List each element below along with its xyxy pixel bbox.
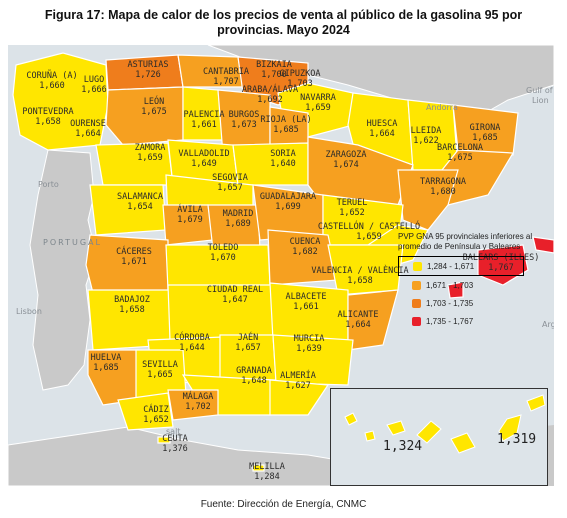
heat-map: PORTUGAL Porto Lisbon Andorra Gulf of Li… [8, 45, 554, 486]
legend-swatch [413, 261, 422, 271]
province-label[interactable]: ZARAGOZA 1,674 [325, 150, 367, 170]
region-murcia [272, 334, 354, 386]
province-label[interactable]: BALEARS (ILLES) 1,767 [462, 253, 540, 273]
province-label[interactable]: SEGOVIA 1,657 [212, 173, 248, 193]
source-note: Fuente: Dirección de Energía, CNMC [200, 499, 367, 510]
province-label[interactable]: GIRONA 1,685 [469, 123, 501, 143]
legend-title: PVP GNA 95 provinciales inferiores al pr… [398, 232, 533, 251]
province-label[interactable]: GUADALAJARA 1,699 [259, 192, 317, 212]
province-label[interactable]: CÁCERES 1,671 [116, 247, 152, 267]
region-girona [452, 104, 519, 156]
label-portugal: PORTUGAL [43, 238, 102, 247]
province-label[interactable]: HUELVA 1,685 [90, 353, 122, 373]
province-label[interactable]: RIOJA (LA) 1,685 [260, 115, 312, 135]
canarias-islands [344, 394, 546, 454]
legend-label: 1,284 - 1,671 [427, 261, 475, 271]
province-label[interactable]: CANTABRIA 1,707 [202, 67, 250, 87]
legend-item-bin1[interactable]: 1,284 - 1,671 [398, 256, 524, 276]
map-legend: PVP GNA 95 provinciales inferiores al pr… [398, 232, 548, 330]
region-malaga [167, 389, 219, 421]
region-leon [105, 86, 184, 146]
spain-provinces [12, 52, 554, 472]
province-label[interactable]: VALLADOLID 1,649 [178, 149, 230, 169]
legend-label: 1,703 - 1,735 [426, 298, 474, 308]
region-cadiz [117, 392, 174, 431]
canarias-east-value: 1,319 [497, 432, 537, 447]
province-label[interactable]: ZAMORA 1,659 [134, 143, 166, 163]
province-label[interactable]: LLEIDA 1,622 [410, 126, 442, 146]
province-label[interactable]: PONTEVEDRA 1,658 [22, 107, 74, 127]
region-almeria [269, 379, 330, 416]
province-label[interactable]: ASTURIAS 1,726 [127, 60, 169, 80]
province-label[interactable]: ARABA/ÁLAVA 1,692 [241, 85, 299, 105]
province-label[interactable]: SALAMANCA 1,654 [116, 192, 164, 212]
province-label[interactable]: TERUEL 1,652 [336, 198, 368, 218]
legend-item-bin4[interactable]: 1,735 - 1,767 [398, 312, 548, 330]
label-lion: Lion [532, 96, 549, 105]
province-label[interactable]: GRANADA 1,648 [236, 366, 272, 386]
province-label[interactable]: CASTELLÓN / CASTELLÓ 1,659 [317, 222, 421, 242]
province-label[interactable]: CÁDIZ 1,652 [143, 405, 169, 425]
region-balears-menorca [532, 236, 554, 254]
province-label[interactable]: MELILLA 1,284 [249, 462, 285, 482]
region-alicante [347, 289, 399, 351]
province-label[interactable]: CIUDAD REAL 1,647 [206, 285, 264, 305]
province-label[interactable]: LUGO 1,666 [81, 75, 107, 95]
province-label[interactable]: SEVILLA 1,665 [142, 360, 178, 380]
province-label[interactable]: BADAJOZ 1,658 [114, 295, 150, 315]
region-balears-ibiza [447, 281, 464, 299]
legend-swatch [412, 280, 421, 290]
figure-title: Figura 17: Mapa de calor de los precios … [44, 8, 523, 37]
province-label[interactable]: HUESCA 1,664 [366, 119, 398, 139]
province-label[interactable]: JAÉN 1,657 [235, 333, 261, 353]
legend-item-bin3[interactable]: 1,703 - 1,735 [398, 294, 548, 312]
province-label[interactable]: VALENCIA / VALÈNCIA 1,658 [311, 266, 409, 286]
province-label[interactable]: BURGOS 1,673 [228, 110, 260, 130]
legend-item-bin2[interactable]: 1,671 - 1,703 [398, 276, 548, 294]
province-label[interactable]: GIPUZKOA 1,703 [279, 69, 321, 89]
province-label[interactable]: CÓRDOBA 1,644 [174, 333, 210, 353]
province-label[interactable]: CEUTA 1,376 [162, 434, 188, 454]
label-salt: salt [166, 427, 181, 436]
label-lisbon: Lisbon [16, 307, 42, 316]
province-label[interactable]: BARCELONA 1,675 [436, 143, 484, 163]
province-label[interactable]: OURENSE 1,664 [70, 119, 106, 139]
province-label[interactable]: BIZKAIA 1,700 [256, 60, 292, 80]
province-label[interactable]: ALBACETE 1,661 [285, 292, 327, 312]
province-label[interactable]: LEÓN 1,675 [141, 97, 167, 117]
province-label[interactable]: NAVARRA 1,659 [300, 93, 336, 113]
province-label[interactable]: ALMERÍA 1,627 [280, 371, 316, 391]
province-label[interactable]: CUENCA 1,682 [289, 237, 321, 257]
province-label[interactable]: MADRID 1,689 [222, 209, 254, 229]
legend-swatch [412, 298, 421, 308]
province-label[interactable]: TARRAGONA 1,680 [419, 177, 467, 197]
label-andorra: Andorra [426, 103, 458, 112]
canarias-west-value: 1,324 [383, 439, 423, 454]
legend-label: 1,671 - 1,703 [426, 280, 474, 290]
province-label[interactable]: SORIA 1,640 [270, 149, 296, 169]
province-label[interactable]: MÁLAGA 1,702 [182, 392, 214, 412]
legend-swatch [412, 316, 421, 326]
label-gulf: Gulf of [526, 86, 553, 95]
canarias-svg [344, 394, 546, 454]
province-label[interactable]: MURCIA 1,639 [293, 334, 325, 354]
label-argel: Argel [542, 320, 554, 329]
legend-label: 1,735 - 1,767 [426, 316, 474, 326]
canarias-inset: 1,324 1,319 [330, 388, 548, 486]
province-label[interactable]: ALICANTE 1,664 [337, 310, 379, 330]
region-ceuta [157, 436, 171, 444]
province-label[interactable]: PALENCIA 1,661 [183, 110, 225, 130]
province-label[interactable]: ÁVILA 1,679 [177, 205, 203, 225]
province-label[interactable]: CORUÑA (A) 1,660 [26, 71, 78, 91]
province-label[interactable]: TOLEDO 1,670 [207, 243, 239, 263]
label-porto: Porto [38, 180, 59, 189]
region-melilla [252, 464, 265, 472]
